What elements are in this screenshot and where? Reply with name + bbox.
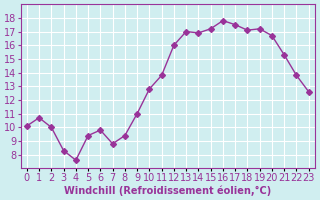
X-axis label: Windchill (Refroidissement éolien,°C): Windchill (Refroidissement éolien,°C) [64, 185, 271, 196]
